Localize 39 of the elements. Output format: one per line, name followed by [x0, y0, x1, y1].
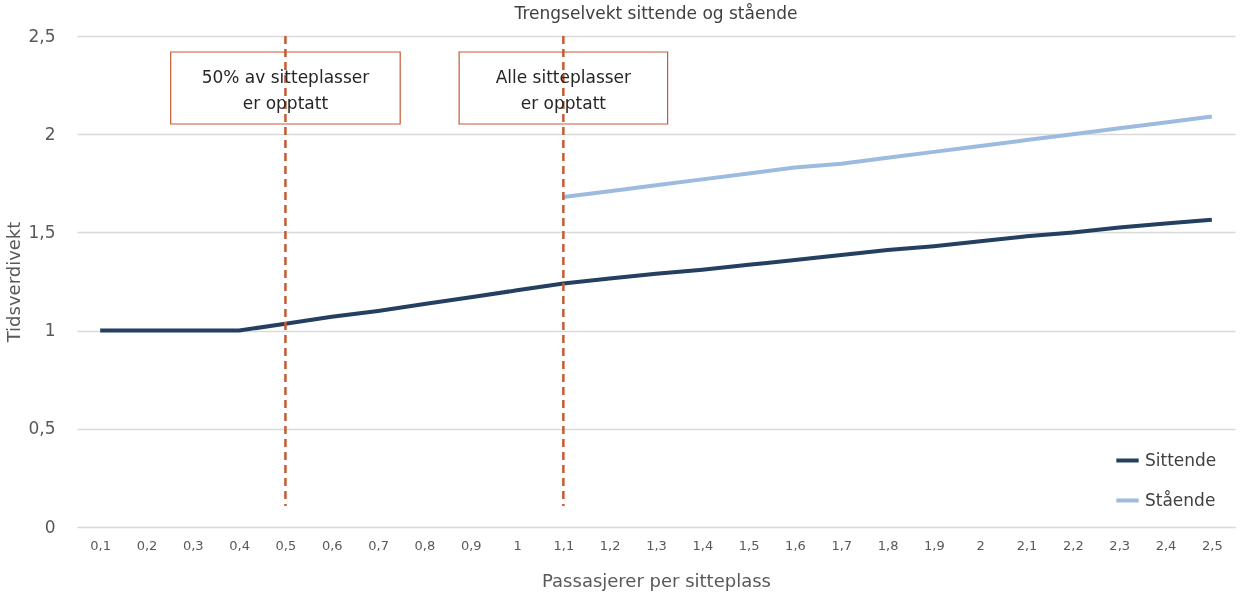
- x-tick-label: 2,3: [1109, 537, 1131, 553]
- y-tick-label: 2: [44, 123, 56, 144]
- x-axis-title: Passasjerer per sitteplass: [542, 569, 771, 591]
- legend-label: Sittende: [1145, 449, 1217, 470]
- x-tick-label: 1,4: [692, 537, 714, 553]
- y-axis-title: Tidsverdivekt: [3, 221, 25, 344]
- x-tick-label: 2,1: [1016, 537, 1038, 553]
- legend-label: Stående: [1145, 489, 1216, 510]
- x-tick-label: 0,3: [182, 537, 204, 553]
- x-tick-label: 0,5: [275, 537, 297, 553]
- x-tick-label: 0,1: [90, 537, 111, 553]
- y-tick-label: 1: [44, 320, 56, 341]
- x-tick-label: 1,3: [646, 537, 667, 553]
- y-tick-label: 0,5: [28, 418, 56, 439]
- chart-title: Trengselvekt sittende og stående: [513, 3, 798, 23]
- x-tick-label: 1,5: [738, 537, 760, 553]
- x-tick-label: 1,7: [831, 537, 853, 553]
- y-tick-label: 0: [44, 516, 56, 537]
- x-tick-label: 0,7: [368, 537, 389, 553]
- x-tick-label: 1,8: [877, 537, 899, 553]
- x-tick-label: 2,4: [1155, 537, 1177, 553]
- y-tick-label: 2,5: [28, 25, 56, 46]
- x-tick-label: 1,1: [553, 537, 575, 553]
- ref-line-label: 50% av sitteplasser er opptatt: [201, 67, 370, 113]
- x-tick-label: 1,2: [599, 537, 621, 553]
- x-tick-label: 2: [976, 537, 985, 553]
- ref-line-label: Alle sitteplasser er opptatt: [495, 67, 632, 113]
- x-tick-label: 0,2: [136, 537, 158, 553]
- x-tick-label: 1,9: [924, 537, 945, 553]
- x-tick-label: 0,8: [414, 537, 436, 553]
- x-tick-label: 2,5: [1202, 537, 1223, 553]
- x-tick-label: 0,4: [229, 537, 250, 553]
- x-tick-label: 2,2: [1063, 537, 1084, 553]
- x-tick-label: 0,9: [460, 537, 482, 553]
- x-tick-label: 1,6: [785, 537, 806, 553]
- line-series: [98, 217, 1214, 333]
- y-tick-label: 1,5: [28, 221, 56, 242]
- x-tick-label: 1: [513, 537, 522, 553]
- x-tick-label: 0,6: [321, 537, 343, 553]
